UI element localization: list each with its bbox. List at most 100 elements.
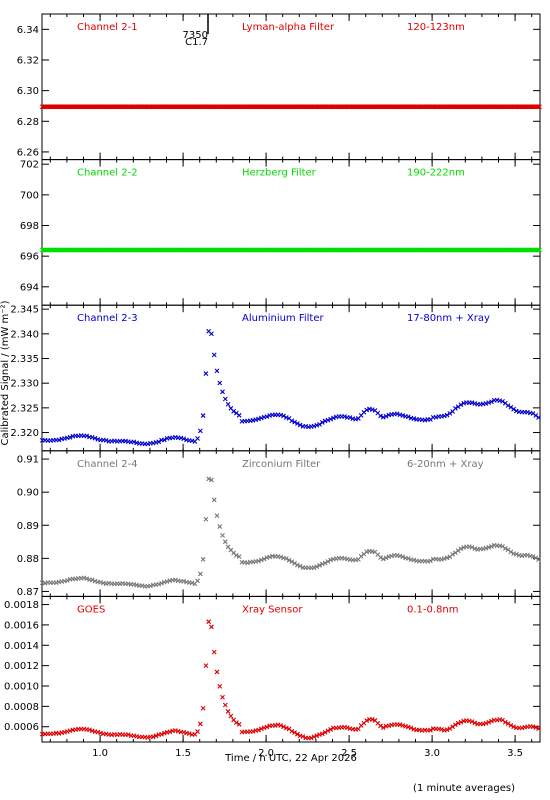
data-point: [181, 578, 187, 584]
y-tick-label: 2.320: [10, 428, 39, 439]
data-point: [220, 532, 225, 538]
data-point: [156, 581, 162, 587]
data-point: [364, 407, 370, 413]
data-point: [206, 619, 212, 625]
data-point: [502, 719, 508, 725]
data-point: [281, 724, 286, 730]
y-tick-label: 696: [20, 252, 39, 263]
data-point: [217, 380, 223, 386]
y-tick-label: 0.90: [17, 488, 39, 499]
band-label: 0.1-0.8nm: [407, 604, 459, 615]
data-point: [408, 725, 414, 731]
data-point: [125, 732, 131, 737]
data-point: [228, 713, 234, 719]
x-axis-title: Time / h UTC, 22 Apr 2026: [224, 753, 357, 764]
data-point: [536, 104, 542, 110]
band-label: 120-123nm: [407, 22, 465, 33]
panel-4: 0.87 0.88 0.89 0.90 0.91 Channel 2-4 Zirconium…: [17, 450, 541, 598]
data-point: [380, 414, 386, 420]
data-point: [222, 396, 228, 402]
data-point: [200, 705, 206, 711]
y-tick-label: 2.345: [10, 305, 39, 316]
data-point: [536, 415, 541, 420]
data-point: [483, 720, 489, 726]
data-point: [508, 549, 514, 555]
data-point: [311, 565, 317, 570]
data-point: [250, 729, 256, 734]
data-point: [64, 578, 70, 583]
data-point: [233, 553, 239, 558]
x-tick-label: 2.5: [341, 748, 357, 759]
y-tick-label: 700: [20, 190, 39, 201]
data-point: [197, 721, 203, 727]
y-tick-label: 0.0014: [4, 641, 39, 652]
y-tick-label: 6.28: [17, 117, 39, 128]
data-point: [530, 411, 536, 416]
data-point: [131, 439, 137, 445]
data-point: [206, 476, 212, 482]
data-point: [56, 437, 62, 443]
data-point: [256, 558, 261, 564]
data-point: [450, 724, 456, 730]
data-point: [292, 560, 297, 566]
data-point: [486, 719, 492, 725]
data-point: [533, 555, 539, 561]
data-point: [308, 735, 314, 741]
data-point: [264, 724, 270, 730]
data-point: [453, 405, 458, 411]
data-point: [489, 544, 494, 549]
data-point: [289, 559, 295, 564]
data-point: [195, 729, 200, 734]
data-point: [347, 415, 353, 420]
y-tick-label: 702: [20, 160, 39, 171]
data-point: [458, 546, 464, 552]
data-point: [87, 727, 92, 733]
data-point: [103, 437, 109, 443]
data-point: [444, 727, 450, 733]
band-label: 6-20nm + Xray: [407, 459, 484, 470]
data-point: [159, 580, 164, 586]
data-point: [92, 435, 98, 441]
data-point: [211, 649, 217, 655]
data-point: [319, 731, 325, 737]
data-point: [447, 410, 453, 416]
panels-group: 6.26 6.28 6.30 6.32 6.34 Channel 2-1 Lyman-alp…: [4, 13, 542, 743]
data-point: [222, 539, 228, 545]
data-point: [256, 416, 261, 422]
data-point: [203, 371, 209, 376]
data-point: [195, 436, 200, 441]
data-point: [489, 399, 494, 405]
data-point: [214, 513, 220, 519]
data-point: [89, 577, 95, 583]
x-tick-label: 1.0: [92, 748, 108, 759]
panel-1: 6.26 6.28 6.30 6.32 6.34 Channel 2-1 Lyman-alp…: [17, 13, 542, 161]
flare-region-label: 7350: [183, 30, 208, 41]
data-point: [153, 733, 159, 739]
data-point: [197, 428, 203, 434]
data-point: [264, 414, 270, 419]
data-point: [319, 420, 325, 425]
y-tick-label: 0.0012: [4, 661, 39, 672]
filter-label: Zirconium Filter: [242, 459, 321, 470]
data-point: [294, 562, 300, 568]
data-point: [505, 721, 511, 727]
y-tick-label: 2.330: [10, 379, 39, 390]
data-point: [450, 552, 456, 557]
data-point: [256, 727, 261, 733]
y-tick-label: 0.0006: [4, 722, 39, 733]
panel-3: 2.320 2.325 2.330 2.335 2.340 2.345 Channel 2-…: [10, 305, 541, 452]
channel-label: Channel 2-1: [77, 22, 138, 33]
data-point: [489, 718, 494, 724]
data-point: [444, 555, 450, 561]
data-point: [455, 548, 461, 554]
y-tick-label: 0.0016: [4, 620, 39, 631]
data-point: [294, 731, 300, 737]
data-point: [258, 557, 264, 563]
data-point: [455, 404, 461, 410]
data-point: [537, 247, 542, 253]
data-point: [203, 516, 209, 522]
data-point: [209, 624, 214, 630]
data-point: [535, 104, 541, 110]
data-point: [444, 412, 450, 418]
